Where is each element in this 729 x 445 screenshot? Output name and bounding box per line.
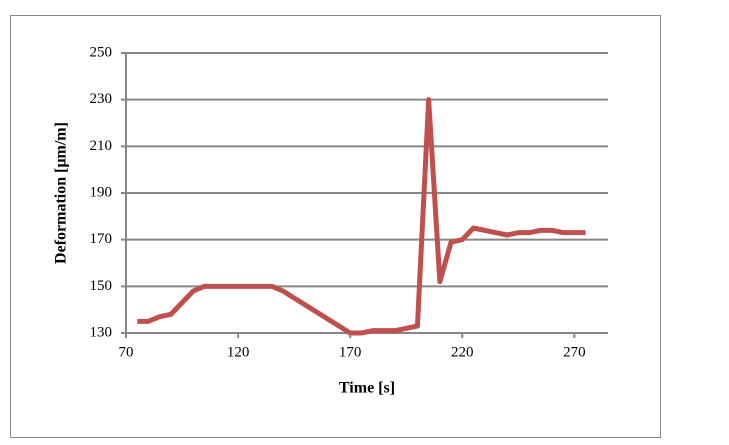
y-tick-label: 210 (90, 138, 113, 154)
y-axis-title: Deformation [μm/m] (53, 122, 70, 264)
x-tick-label: 120 (227, 344, 250, 360)
y-tick-label: 230 (90, 91, 113, 107)
y-tick-label: 170 (90, 231, 113, 247)
x-axis-title: Time [s] (339, 380, 395, 397)
y-tick-label: 190 (90, 184, 113, 200)
x-tick-label: 170 (339, 344, 362, 360)
x-tick-label: 220 (451, 344, 474, 360)
y-tick-label: 250 (90, 44, 113, 60)
x-tick-label: 70 (119, 344, 134, 360)
data-line (137, 97, 586, 336)
chart-frame (10, 15, 661, 438)
x-tick-label: 270 (563, 344, 586, 360)
y-tick-label: 150 (90, 278, 113, 294)
y-tick-label: 130 (90, 324, 113, 340)
